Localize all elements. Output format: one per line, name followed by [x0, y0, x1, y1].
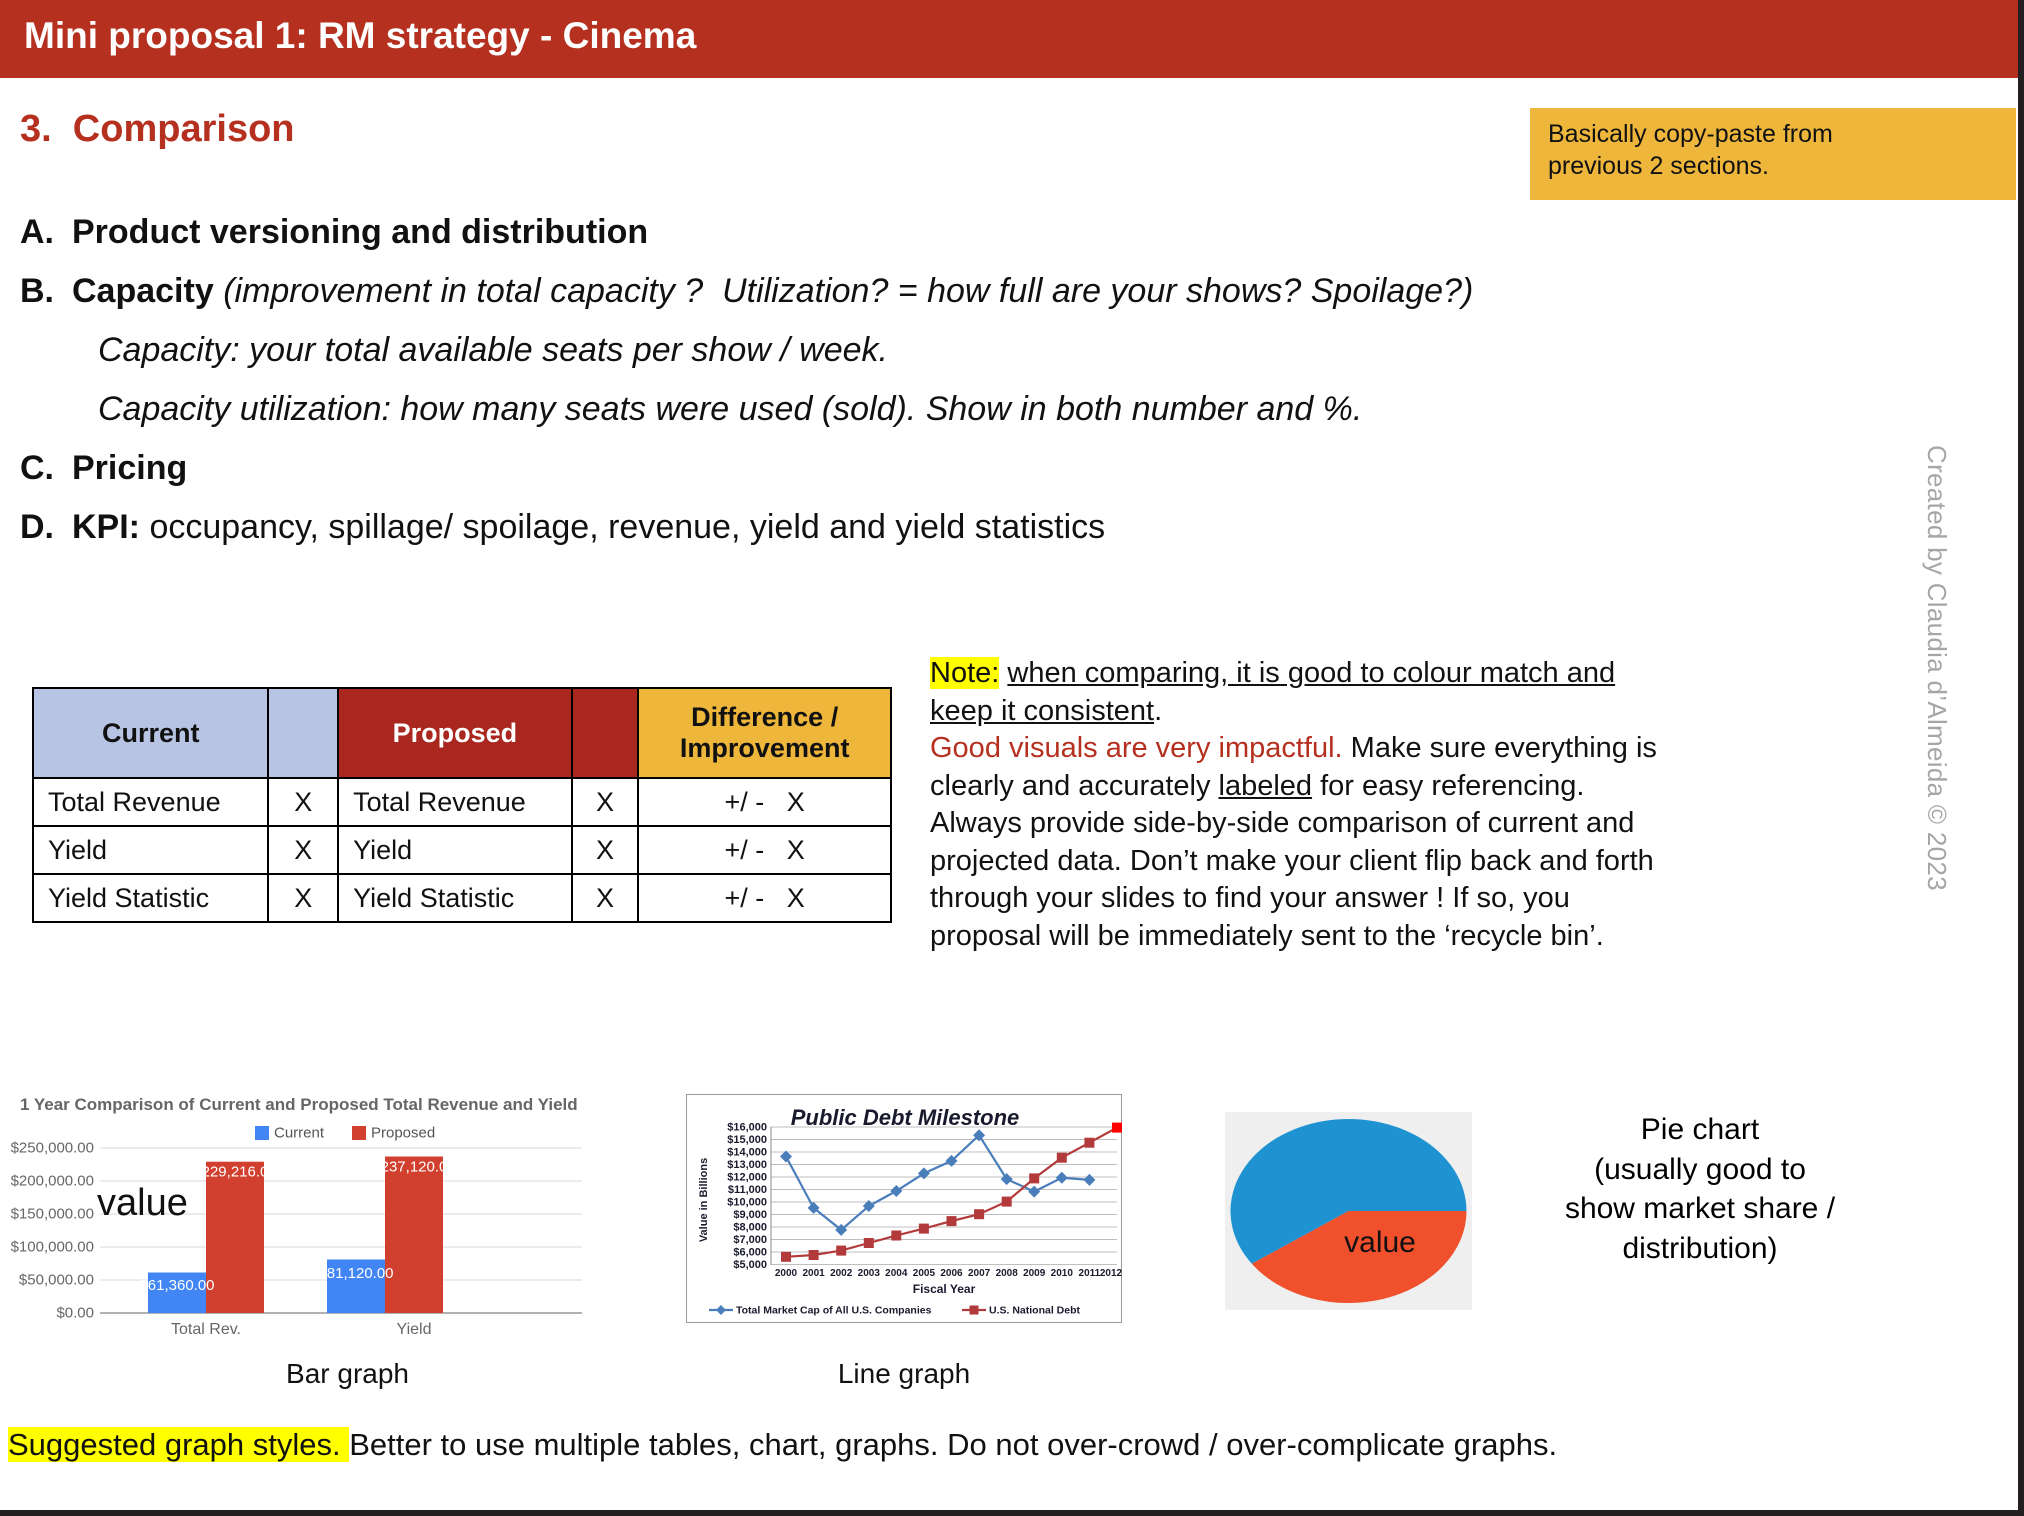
svg-text:$50,000.00: $50,000.00 [19, 1272, 94, 1289]
svg-text:$15,000: $15,000 [727, 1134, 767, 1146]
svg-text:$9,000: $9,000 [733, 1209, 767, 1221]
svg-text:Value in Billions: Value in Billions [698, 1158, 710, 1242]
svg-text:$8,000: $8,000 [733, 1222, 767, 1234]
svg-text:$16,000: $16,000 [727, 1122, 767, 1134]
svg-text:$13,000: $13,000 [727, 1159, 767, 1171]
svg-text:Public Debt Milestone: Public Debt Milestone [791, 1105, 1020, 1130]
svg-text:Total Rev.: Total Rev. [171, 1321, 241, 1338]
svg-text:2001: 2001 [802, 1268, 825, 1279]
svg-text:Fiscal Year: Fiscal Year [913, 1282, 976, 1296]
svg-text:Current: Current [274, 1125, 325, 1142]
svg-text:$5,000: $5,000 [733, 1259, 767, 1271]
svg-text:$200,000.00: $200,000.00 [11, 1173, 94, 1190]
svg-text:2011: 2011 [1079, 1268, 1101, 1279]
svg-text:$0.00: $0.00 [56, 1305, 94, 1322]
svg-text:2004: 2004 [885, 1268, 908, 1279]
svg-text:value: value [1344, 1226, 1416, 1259]
svg-text:$250,000.00: $250,000.00 [11, 1140, 94, 1157]
svg-text:$81,120.00: $81,120.00 [318, 1265, 393, 1282]
svg-text:$229,216.00: $229,216.00 [193, 1164, 276, 1181]
svg-text:2007: 2007 [968, 1268, 991, 1279]
svg-text:$14,000: $14,000 [727, 1147, 767, 1159]
svg-text:$150,000.00: $150,000.00 [11, 1206, 94, 1223]
svg-text:$61,360.00: $61,360.00 [139, 1277, 214, 1294]
svg-text:2005: 2005 [913, 1268, 936, 1279]
svg-text:Proposed: Proposed [371, 1125, 435, 1142]
svg-text:2008: 2008 [996, 1268, 1019, 1279]
svg-text:2003: 2003 [858, 1268, 881, 1279]
svg-text:$100,000.00: $100,000.00 [11, 1239, 94, 1256]
svg-text:$7,000: $7,000 [733, 1234, 767, 1246]
svg-text:2006: 2006 [940, 1268, 963, 1279]
svg-text:2009: 2009 [1023, 1268, 1046, 1279]
svg-text:$10,000: $10,000 [727, 1197, 767, 1209]
svg-text:$237,120.00: $237,120.00 [372, 1159, 455, 1176]
svg-text:2012: 2012 [1100, 1268, 1123, 1279]
svg-text:$6,000: $6,000 [733, 1247, 767, 1259]
svg-text:2000: 2000 [775, 1268, 798, 1279]
svg-text:$12,000: $12,000 [727, 1172, 767, 1184]
svg-text:1 Year Comparison of Current a: 1 Year Comparison of Current and Propose… [20, 1095, 578, 1114]
svg-text:U.S. National Debt: U.S. National Debt [989, 1305, 1081, 1317]
svg-text:Total Market Cap of All U.S. C: Total Market Cap of All U.S. Companies [736, 1305, 932, 1317]
svg-text:Yield: Yield [397, 1321, 432, 1338]
svg-text:value: value [97, 1182, 188, 1224]
svg-text:2002: 2002 [830, 1268, 853, 1279]
svg-text:$11,000: $11,000 [728, 1184, 767, 1196]
svg-text:2010: 2010 [1051, 1268, 1074, 1279]
